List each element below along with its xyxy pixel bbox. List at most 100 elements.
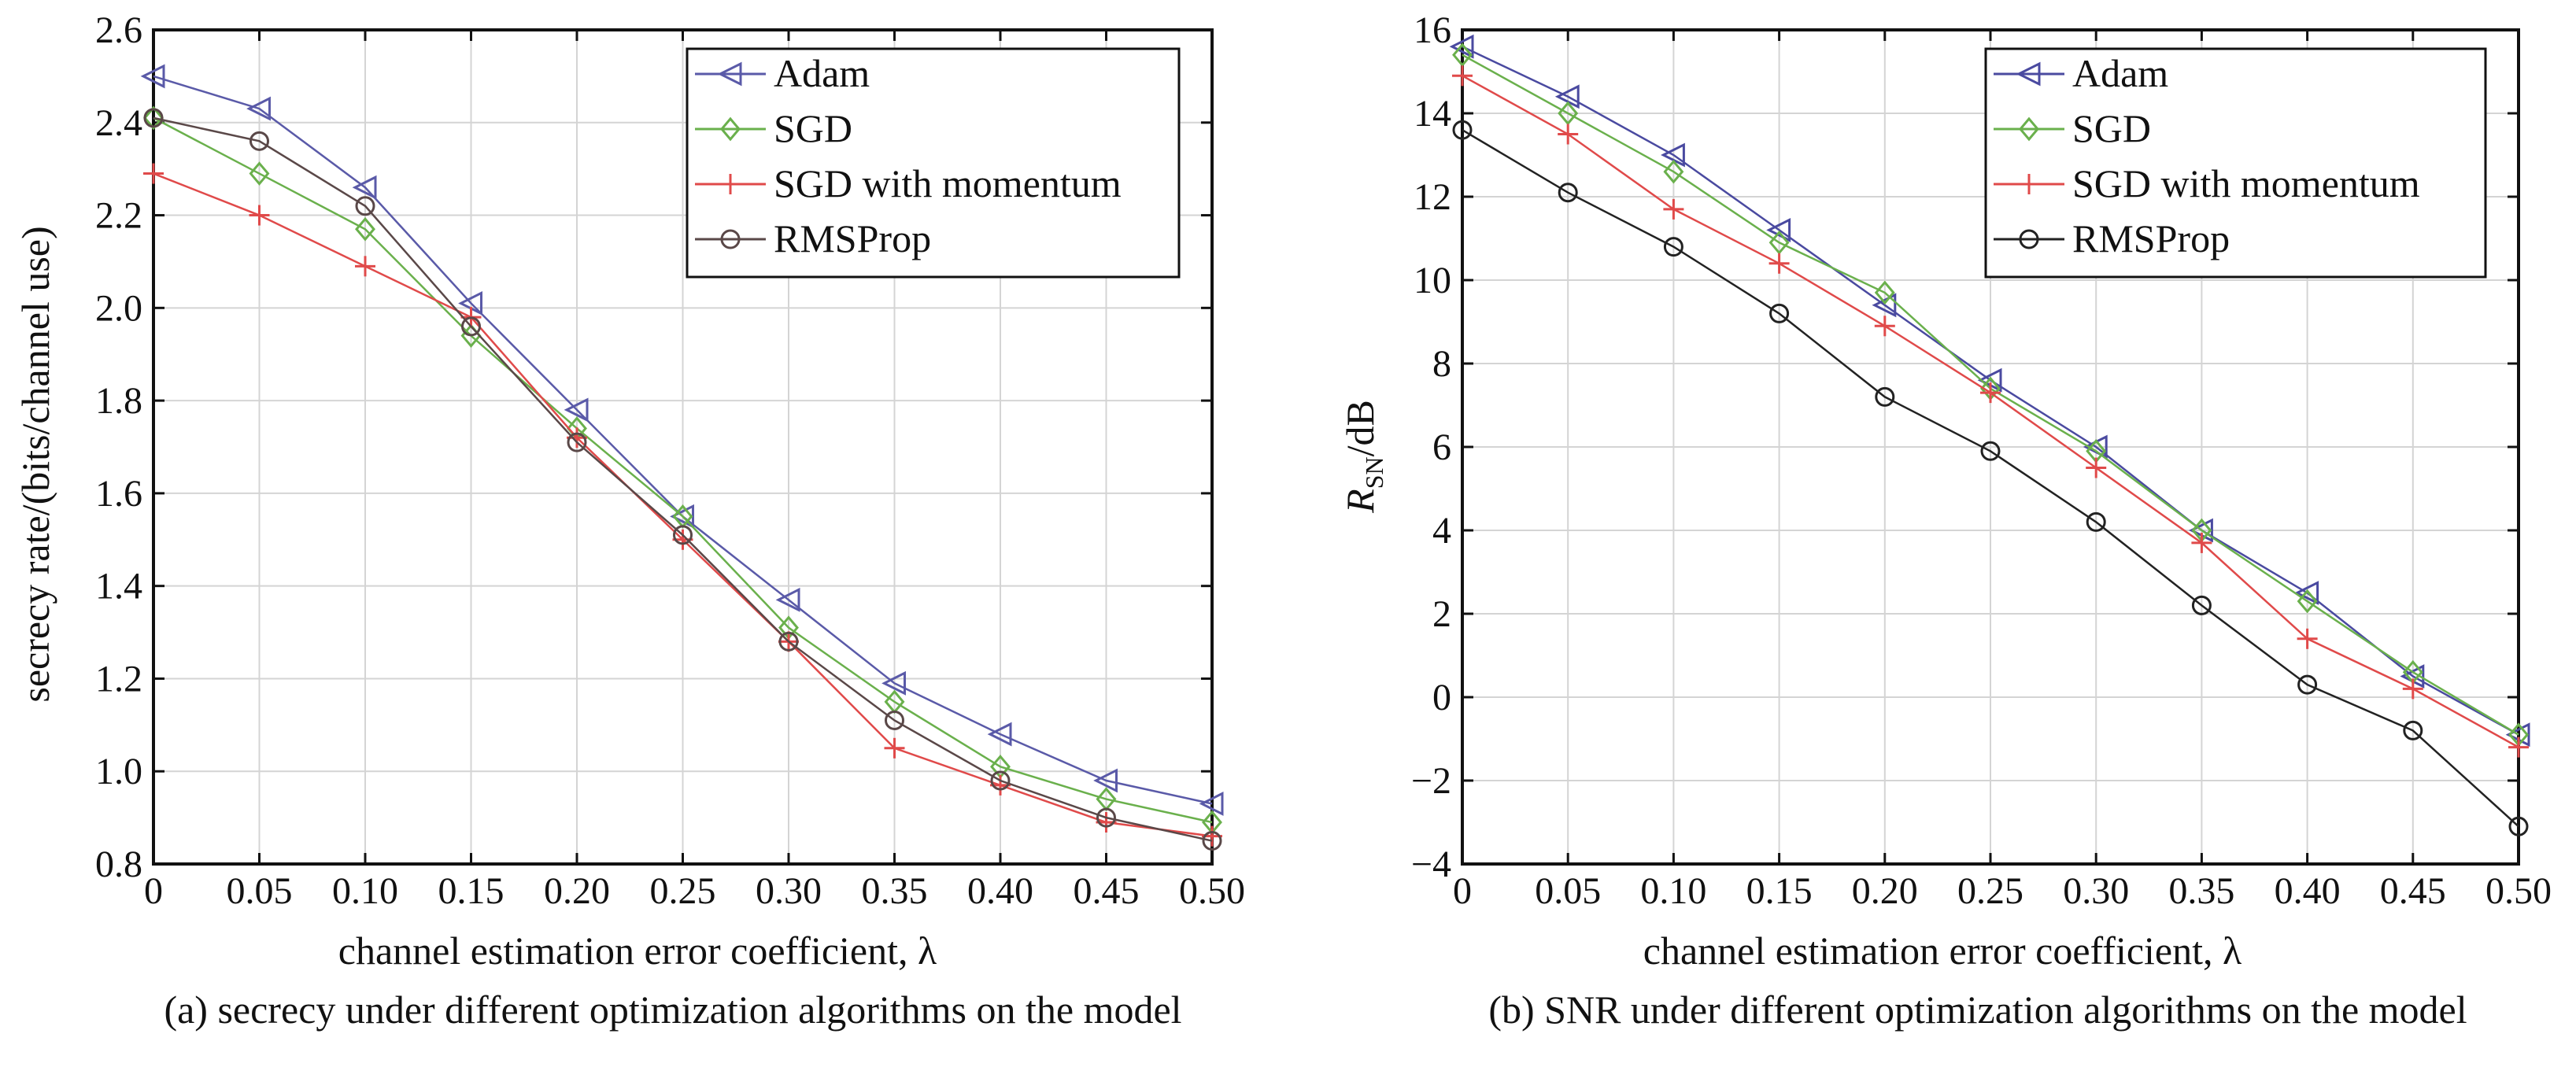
legend-marker [2016,61,2041,87]
legend-item-sgd: SGD [1994,106,2151,150]
x-tick-label: 0.45 [1074,870,1140,912]
data-point-rmsprop [1980,441,2001,461]
data-point-sgd-with-momentum [2297,628,2318,649]
y-tick-label: −4 [1411,844,1451,885]
x-tick-label: 0.50 [2485,870,2552,912]
data-point-sgd [1874,280,1895,305]
y-tick-label: −2 [1411,760,1451,802]
data-point-adam [1449,34,1474,59]
legend-marker [720,229,741,249]
y-tick-label: 2.2 [95,195,142,237]
y-tick-label: 14 [1414,93,1451,135]
series-rmsprop [143,108,1222,851]
y-tick-label: 10 [1414,260,1451,301]
x-tick-label: 0.25 [1957,870,2023,912]
data-point-rmsprop [778,631,799,652]
legend-item-rmsprop: RMSProp [1994,216,2230,260]
data-point-rmsprop [2403,720,2423,740]
data-point-sgd-with-momentum [1663,198,1684,220]
series-line-adam [1462,46,2519,736]
data-point-adam [987,722,1012,747]
x-tick-label: 0.45 [2380,870,2446,912]
x-tick-label: 0.50 [1179,870,1245,912]
y-tick-label: 1.8 [95,380,142,422]
legend: Adam SGD SGD with momentum RMSProp [686,47,1181,279]
data-point-sgd-with-momentum [2402,678,2423,700]
legend-marker [720,174,741,194]
x-tick-label: 0.20 [1852,870,1918,912]
legend-item-adam: Adam [1994,51,2168,95]
data-point-rmsprop [2086,511,2106,532]
legend-marker [717,61,742,87]
y-tick-label: 16 [1414,9,1451,51]
x-axis-label: channel estimation error coefficient, λ [338,929,937,973]
y-tick-label: 1.4 [95,566,142,607]
axis-ticks: 0 0.05 0.10 0.15 0.20 0.25 0.30 0.35 0.40 0.45 0.5… [95,9,1245,912]
legend-box [686,47,1181,279]
data-point-sgd-with-momentum [1874,316,1895,337]
data-point-sgd-with-momentum [355,256,375,277]
data-point-sgd-with-momentum [1452,65,1473,87]
data-point-adam [352,175,377,200]
legend-marker [2019,116,2039,142]
data-point-adam [670,504,694,529]
data-point-rmsprop [461,316,481,337]
x-axis-label: channel estimation error coefficient, λ [1643,929,2242,973]
data-point-rmsprop [1558,183,1578,203]
data-point-sgd-with-momentum [2086,457,2107,478]
data-point-sgd [143,105,164,131]
y-tick-label: 12 [1414,176,1451,218]
data-point-adam [564,397,589,423]
data-point-rmsprop [1452,120,1473,140]
data-point-adam [1093,768,1118,793]
data-point-rmsprop [2191,595,2212,615]
x-tick-label: 0.15 [438,870,504,912]
chart-panel-a: channel estimation error coefficient, λ … [13,9,1245,1032]
data-point-adam [1199,792,1224,816]
data-point-adam [775,587,800,612]
legend-label: SGD [774,106,852,150]
y-tick-label: 6 [1432,426,1451,468]
data-point-sgd-with-momentum [143,163,164,184]
y-tick-label: 0.8 [95,844,142,885]
data-point-rmsprop [355,196,375,216]
legend-item-sgd-with-momentum: SGD with momentum [1994,161,2420,205]
x-tick-label: 0.25 [650,870,716,912]
y-tick-label: 2.4 [95,102,142,144]
data-point-rmsprop [567,432,587,452]
chart-panel-b: channel estimation error coefficient, λ … [1338,9,2552,1032]
legend-item-sgd: SGD [695,106,852,150]
data-point-rmsprop [249,131,269,151]
x-tick-label: 0.20 [544,870,610,912]
x-tick-label: 0.35 [862,870,928,912]
data-point-adam [2294,581,2319,605]
y-tick-label: 1.6 [95,473,142,515]
legend-label: RMSProp [774,216,931,260]
y-tick-label: 1.2 [95,658,142,700]
x-tick-label: 0.40 [967,870,1033,912]
x-tick-label: 0.30 [756,870,822,912]
data-point-rmsprop [143,108,164,128]
y-axis-label: secrecy rate/(bits/channel use) [13,226,57,702]
x-tick-label: 0.35 [2168,870,2234,912]
data-point-rmsprop [885,710,904,730]
legend-label: SGD [2072,106,2151,150]
data-point-adam [881,670,906,696]
y-tick-label: 4 [1432,510,1451,552]
data-point-sgd [1558,101,1579,126]
x-tick-label: 0.05 [1535,870,1601,912]
data-point-sgd [355,216,375,242]
legend-label: SGD with momentum [774,161,1122,205]
data-point-sgd-with-momentum [1558,124,1579,145]
legend-label: RMSProp [2072,216,2230,260]
y-tick-label: 1.0 [95,751,142,792]
legend-item-adam: Adam [695,51,870,95]
data-point-rmsprop [1875,386,1895,407]
y-tick-label: 2 [1432,593,1451,635]
data-point-sgd [1452,42,1473,68]
data-point-rmsprop [1663,237,1683,257]
legend: Adam SGD SGD with momentum RMSProp [1984,47,2487,279]
x-tick-label: 0.10 [332,870,398,912]
series-rmsprop [1452,120,2529,836]
